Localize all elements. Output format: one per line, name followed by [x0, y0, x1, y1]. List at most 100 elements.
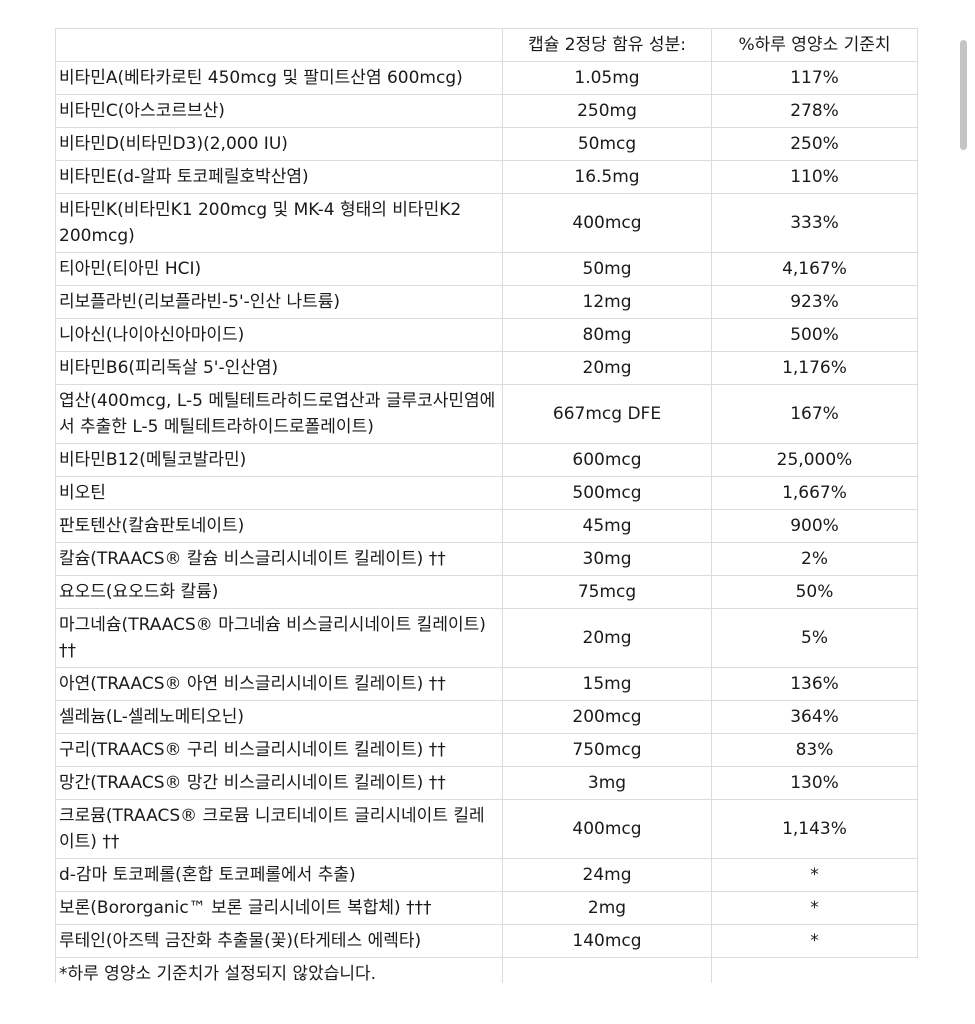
table-row: 아연(TRAACS® 아연 비스글리시네이트 킬레이트) †† 15mg 136%	[55, 667, 918, 701]
amount-per-serving: 45mg	[502, 509, 712, 543]
table-row: 엽산(400mcg, L-5 메틸테트라히드로엽산과 글루코사민염에서 추출한 …	[55, 384, 918, 444]
daily-value-percent: *	[711, 924, 918, 958]
table-row: 비오틴 500mcg 1,667%	[55, 476, 918, 510]
amount-per-serving: 140mcg	[502, 924, 712, 958]
daily-value-percent: 136%	[711, 667, 918, 701]
amount-per-serving: 1.05mg	[502, 61, 712, 95]
nutrient-name: 마그네슘(TRAACS® 마그네슘 비스글리시네이트 킬레이트) ††	[55, 608, 503, 668]
table-row: 비타민B12(메틸코발라민) 600mcg 25,000%	[55, 443, 918, 477]
header-amount: 캡슐 2정당 함유 성분:	[502, 28, 712, 62]
nutrient-name: 비타민K(비타민K1 200mcg 및 MK-4 형태의 비타민K2 200mc…	[55, 193, 503, 253]
amount-per-serving: 16.5mg	[502, 160, 712, 194]
table-row: 판토텐산(칼슘판토네이트) 45mg 900%	[55, 509, 918, 543]
nutrient-name: 요오드(요오드화 칼륨)	[55, 575, 503, 609]
daily-value-percent: 117%	[711, 61, 918, 95]
table-header-row: 캡슐 2정당 함유 성분: %하루 영양소 기준치	[55, 28, 918, 62]
daily-value-percent: 4,167%	[711, 252, 918, 286]
amount-per-serving: 24mg	[502, 858, 712, 892]
nutrient-name: 망간(TRAACS® 망간 비스글리시네이트 킬레이트) ††	[55, 766, 503, 800]
table-body: 비타민A(베타카로틴 450mcg 및 팔미트산염 600mcg) 1.05mg 1…	[55, 61, 918, 958]
page-bottom-edge	[0, 983, 975, 1024]
table-row: 루테인(아즈텍 금잔화 추출물(꽃)(타게테스 에렉타) 140mcg *	[55, 924, 918, 958]
amount-per-serving: 20mg	[502, 351, 712, 385]
scrollbar[interactable]	[960, 40, 967, 150]
table-row: 보론(Bororganic™ 보론 글리시네이트 복합체) ††† 2mg *	[55, 891, 918, 925]
table-row: 구리(TRAACS® 구리 비스글리시네이트 킬레이트) †† 750mcg 83%	[55, 733, 918, 767]
amount-per-serving: 200mcg	[502, 700, 712, 734]
daily-value-percent: 110%	[711, 160, 918, 194]
amount-per-serving: 12mg	[502, 285, 712, 319]
daily-value-percent: 1,667%	[711, 476, 918, 510]
amount-per-serving: 400mcg	[502, 193, 712, 253]
amount-per-serving: 667mcg DFE	[502, 384, 712, 444]
amount-per-serving: 400mcg	[502, 799, 712, 859]
table-row: 망간(TRAACS® 망간 비스글리시네이트 킬레이트) †† 3mg 130%	[55, 766, 918, 800]
nutrient-name: 구리(TRAACS® 구리 비스글리시네이트 킬레이트) ††	[55, 733, 503, 767]
amount-per-serving: 3mg	[502, 766, 712, 800]
table-row: 셀레늄(L-셀레노메티오닌) 200mcg 364%	[55, 700, 918, 734]
amount-per-serving: 250mg	[502, 94, 712, 128]
amount-per-serving: 50mcg	[502, 127, 712, 161]
nutrient-name: 비오틴	[55, 476, 503, 510]
nutrient-name: 보론(Bororganic™ 보론 글리시네이트 복합체) †††	[55, 891, 503, 925]
amount-per-serving: 15mg	[502, 667, 712, 701]
table-row: 비타민B6(피리독살 5'-인산염) 20mg 1,176%	[55, 351, 918, 385]
daily-value-percent: 167%	[711, 384, 918, 444]
daily-value-percent: 278%	[711, 94, 918, 128]
table-row: 비타민C(아스코르브산) 250mg 278%	[55, 94, 918, 128]
table-row: 비타민D(비타민D3)(2,000 IU) 50mcg 250%	[55, 127, 918, 161]
table-row: 니아신(나이아신아마이드) 80mg 500%	[55, 318, 918, 352]
nutrient-name: 엽산(400mcg, L-5 메틸테트라히드로엽산과 글루코사민염에서 추출한 …	[55, 384, 503, 444]
supplement-facts-panel: 캡슐 2정당 함유 성분: %하루 영양소 기준치 비타민A(베타카로틴 450…	[55, 28, 918, 994]
daily-value-percent: 364%	[711, 700, 918, 734]
daily-value-percent: 25,000%	[711, 443, 918, 477]
table-row: 마그네슘(TRAACS® 마그네슘 비스글리시네이트 킬레이트) †† 20mg 5…	[55, 608, 918, 668]
table-row: d-감마 토코페롤(혼합 토코페롤에서 추출) 24mg *	[55, 858, 918, 892]
daily-value-percent: 2%	[711, 542, 918, 576]
table-row: 칼슘(TRAACS® 칼슘 비스글리시네이트 킬레이트) †† 30mg 2%	[55, 542, 918, 576]
nutrient-table: 캡슐 2정당 함유 성분: %하루 영양소 기준치 비타민A(베타카로틴 450…	[55, 28, 918, 994]
daily-value-percent: 50%	[711, 575, 918, 609]
amount-per-serving: 30mg	[502, 542, 712, 576]
daily-value-percent: 1,143%	[711, 799, 918, 859]
nutrient-name: 비타민B12(메틸코발라민)	[55, 443, 503, 477]
nutrient-name: 셀레늄(L-셀레노메티오닌)	[55, 700, 503, 734]
table-row: 비타민K(비타민K1 200mcg 및 MK-4 형태의 비타민K2 200mc…	[55, 193, 918, 253]
table-row: 비타민A(베타카로틴 450mcg 및 팔미트산염 600mcg) 1.05mg 1…	[55, 61, 918, 95]
nutrient-name: 비타민D(비타민D3)(2,000 IU)	[55, 127, 503, 161]
nutrient-name: 비타민B6(피리독살 5'-인산염)	[55, 351, 503, 385]
nutrient-name: 티아민(티아민 HCI)	[55, 252, 503, 286]
daily-value-percent: *	[711, 891, 918, 925]
daily-value-percent: 923%	[711, 285, 918, 319]
nutrient-name: 판토텐산(칼슘판토네이트)	[55, 509, 503, 543]
amount-per-serving: 750mcg	[502, 733, 712, 767]
nutrient-name: 비타민C(아스코르브산)	[55, 94, 503, 128]
table-row: 리보플라빈(리보플라빈-5'-인산 나트륨) 12mg 923%	[55, 285, 918, 319]
amount-per-serving: 80mg	[502, 318, 712, 352]
daily-value-percent: 900%	[711, 509, 918, 543]
daily-value-percent: 5%	[711, 608, 918, 668]
daily-value-percent: 250%	[711, 127, 918, 161]
daily-value-percent: 333%	[711, 193, 918, 253]
amount-per-serving: 2mg	[502, 891, 712, 925]
nutrient-name: 니아신(나이아신아마이드)	[55, 318, 503, 352]
amount-per-serving: 600mcg	[502, 443, 712, 477]
nutrient-name: 비타민A(베타카로틴 450mcg 및 팔미트산염 600mcg)	[55, 61, 503, 95]
daily-value-percent: 83%	[711, 733, 918, 767]
daily-value-percent: 500%	[711, 318, 918, 352]
amount-per-serving: 20mg	[502, 608, 712, 668]
header-daily-value: %하루 영양소 기준치	[711, 28, 918, 62]
table-row: 티아민(티아민 HCI) 50mg 4,167%	[55, 252, 918, 286]
table-row: 비타민E(d-알파 토코페릴호박산염) 16.5mg 110%	[55, 160, 918, 194]
table-row: 크로뮴(TRAACS® 크로뮴 니코티네이트 글리시네이트 킬레이트) †† 40…	[55, 799, 918, 859]
nutrient-name: 비타민E(d-알파 토코페릴호박산염)	[55, 160, 503, 194]
nutrient-name: 크로뮴(TRAACS® 크로뮴 니코티네이트 글리시네이트 킬레이트) ††	[55, 799, 503, 859]
nutrient-name: 아연(TRAACS® 아연 비스글리시네이트 킬레이트) ††	[55, 667, 503, 701]
nutrient-name: 리보플라빈(리보플라빈-5'-인산 나트륨)	[55, 285, 503, 319]
table-row: 요오드(요오드화 칼륨) 75mcg 50%	[55, 575, 918, 609]
nutrient-name: 루테인(아즈텍 금잔화 추출물(꽃)(타게테스 에렉타)	[55, 924, 503, 958]
amount-per-serving: 50mg	[502, 252, 712, 286]
header-name	[55, 28, 503, 62]
daily-value-percent: *	[711, 858, 918, 892]
amount-per-serving: 500mcg	[502, 476, 712, 510]
